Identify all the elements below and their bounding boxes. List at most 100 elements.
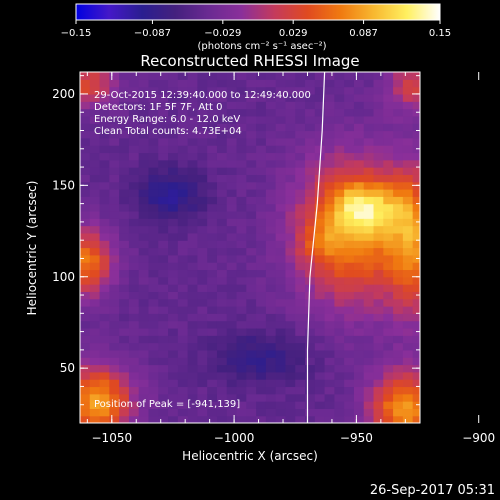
heatmap-cell bbox=[99, 93, 110, 102]
heatmap-cell bbox=[373, 364, 384, 373]
heatmap-cell bbox=[305, 115, 316, 124]
heatmap-cell bbox=[393, 108, 404, 117]
heatmap-cell bbox=[295, 247, 306, 256]
heatmap-cell bbox=[119, 386, 130, 395]
heatmap-cell bbox=[275, 101, 287, 110]
heatmap-cell bbox=[168, 137, 179, 146]
heatmap-cell bbox=[305, 145, 316, 154]
heatmap-cell bbox=[187, 181, 199, 190]
heatmap-cell bbox=[344, 401, 355, 409]
heatmap-cell bbox=[275, 306, 287, 314]
heatmap-cell bbox=[158, 167, 169, 175]
heatmap-cell bbox=[236, 298, 247, 307]
heatmap-cell bbox=[148, 393, 159, 402]
heatmap-cell bbox=[138, 313, 150, 322]
heatmap-cell bbox=[246, 364, 257, 373]
heatmap-cell bbox=[207, 145, 218, 154]
heatmap-cell bbox=[226, 306, 238, 314]
heatmap-cell bbox=[275, 254, 287, 263]
heatmap-cell bbox=[353, 181, 365, 190]
heatmap-cell bbox=[373, 284, 384, 292]
heatmap-cell bbox=[393, 379, 404, 388]
heatmap-cell bbox=[402, 298, 414, 307]
heatmap-cell bbox=[226, 79, 238, 88]
heatmap-cell bbox=[383, 386, 394, 395]
heatmap-cell bbox=[285, 203, 296, 212]
heatmap-cell bbox=[373, 79, 384, 88]
heatmap-cell bbox=[353, 72, 365, 80]
heatmap-cell bbox=[187, 225, 199, 234]
heatmap-cell bbox=[344, 79, 355, 88]
heatmap-cell bbox=[393, 357, 404, 366]
heatmap-cell bbox=[109, 254, 120, 263]
heatmap-cell bbox=[363, 357, 375, 366]
heatmap-cell bbox=[295, 152, 306, 161]
heatmap-cell bbox=[177, 401, 189, 409]
heatmap-cell bbox=[168, 196, 179, 205]
heatmap-cell bbox=[236, 159, 247, 168]
heatmap-cell bbox=[138, 145, 150, 154]
heatmap-cell bbox=[128, 247, 140, 256]
heatmap-cell bbox=[353, 386, 365, 395]
heatmap-cell bbox=[168, 320, 179, 329]
heatmap-cell bbox=[80, 123, 91, 132]
heatmap-cell bbox=[177, 232, 189, 241]
heatmap-cell bbox=[216, 101, 228, 110]
heatmap-cell bbox=[353, 93, 365, 102]
heatmap-cell bbox=[207, 167, 218, 175]
heatmap-cell bbox=[80, 298, 91, 307]
heatmap-cell bbox=[207, 313, 218, 322]
y-tick-label: 100 bbox=[52, 270, 75, 284]
heatmap-cell bbox=[256, 327, 267, 336]
heatmap-cell bbox=[207, 232, 218, 241]
heatmap-cell bbox=[334, 93, 345, 102]
heatmap-cell bbox=[99, 276, 110, 285]
heatmap-cell bbox=[314, 320, 326, 329]
heatmap-cell bbox=[265, 86, 277, 95]
heatmap-cell bbox=[256, 291, 267, 300]
heatmap-cell bbox=[99, 218, 110, 227]
heatmap-cell bbox=[207, 159, 218, 168]
heatmap-cell bbox=[353, 123, 365, 132]
heatmap-cell bbox=[265, 342, 277, 351]
heatmap-cell bbox=[373, 401, 384, 409]
heatmap-cell bbox=[187, 232, 199, 241]
heatmap-cell bbox=[275, 342, 287, 351]
heatmap-cell bbox=[256, 276, 267, 285]
heatmap-cell bbox=[216, 72, 228, 80]
heatmap-cell bbox=[148, 181, 159, 190]
info-line: Clean Total counts: 4.73E+04 bbox=[94, 126, 242, 137]
heatmap-cell bbox=[177, 306, 189, 314]
heatmap-cell bbox=[324, 335, 335, 344]
heatmap-cell bbox=[334, 269, 345, 278]
heatmap-cell bbox=[383, 357, 394, 366]
heatmap-cell bbox=[177, 123, 189, 132]
heatmap-cell bbox=[168, 101, 179, 110]
heatmap-cell bbox=[89, 225, 101, 234]
heatmap-cell bbox=[109, 86, 120, 95]
heatmap-cell bbox=[305, 240, 316, 249]
heatmap-cell bbox=[226, 137, 238, 146]
heatmap-cell bbox=[363, 306, 375, 314]
heatmap-cell bbox=[158, 101, 169, 110]
heatmap-cell bbox=[138, 371, 150, 380]
heatmap-cell bbox=[80, 335, 91, 344]
heatmap-cell bbox=[168, 145, 179, 154]
heatmap-cell bbox=[207, 284, 218, 292]
heatmap-cell bbox=[256, 306, 267, 314]
heatmap-cell bbox=[256, 254, 267, 263]
heatmap-cell bbox=[393, 291, 404, 300]
heatmap-cell bbox=[216, 86, 228, 95]
heatmap-cell bbox=[177, 159, 189, 168]
heatmap-cell bbox=[197, 408, 208, 417]
heatmap-cell bbox=[324, 181, 335, 190]
heatmap-cell bbox=[275, 401, 287, 409]
heatmap-cell bbox=[226, 218, 238, 227]
heatmap-cell bbox=[295, 167, 306, 175]
heatmap-cell bbox=[168, 254, 179, 263]
heatmap-cell bbox=[256, 181, 267, 190]
heatmap-cell bbox=[236, 225, 247, 234]
heatmap-cell bbox=[99, 189, 110, 197]
heatmap-cell bbox=[393, 415, 404, 423]
heatmap-cell bbox=[275, 167, 287, 175]
